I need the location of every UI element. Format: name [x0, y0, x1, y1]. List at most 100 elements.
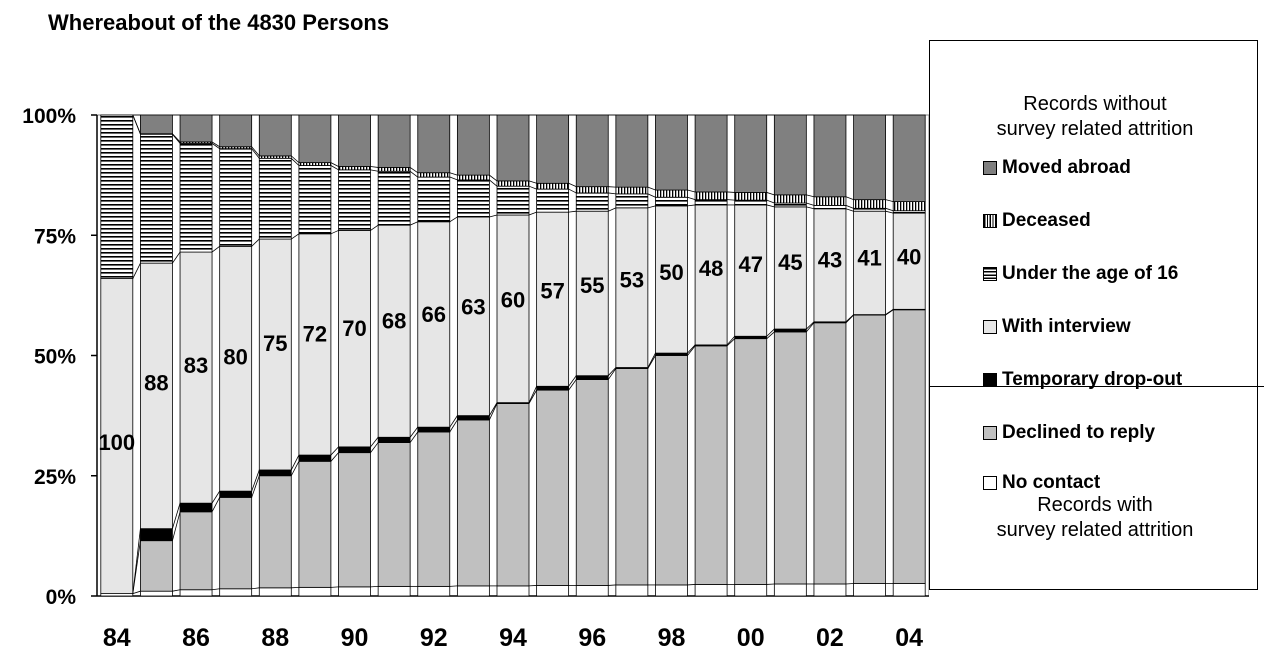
data-label: 41 — [857, 246, 881, 271]
bar-segment-deceased — [298, 162, 332, 166]
bar-segment-with-interview — [179, 251, 213, 504]
bar-segment-temporary-drop-out — [575, 375, 609, 380]
series-connector-line — [449, 172, 458, 176]
series-connector-line — [568, 379, 577, 391]
bar-segment-declined-to-reply — [219, 496, 253, 590]
series-connector-line — [766, 199, 775, 204]
legend-swatch — [983, 476, 997, 490]
data-label: 80 — [223, 344, 247, 369]
bar-segment-temporary-drop-out — [258, 469, 292, 477]
bar-segment-with-interview — [258, 238, 292, 471]
bar-segment-moved-abroad — [615, 114, 649, 188]
bar-segment-moved-abroad — [496, 114, 530, 182]
bar-segment-deceased — [496, 180, 530, 187]
series-connector-line — [885, 210, 894, 214]
bar-segment-with-interview — [298, 233, 332, 456]
bar-segment-temporary-drop-out — [140, 528, 173, 542]
bar-segment-temporary-drop-out — [219, 490, 253, 498]
series-connector-line — [330, 452, 339, 462]
bar-segment-with-interview — [615, 207, 649, 368]
y-tick-label: 25% — [34, 466, 76, 489]
series-connector-line — [528, 389, 537, 404]
series-connector-line — [687, 345, 696, 356]
legend-item-moved-abroad: Moved abroad — [983, 157, 1131, 179]
bar-segment-under-the-age-of-16 — [338, 169, 371, 231]
bar-segment-no-contact — [734, 584, 768, 597]
bar-segment-with-interview — [853, 210, 886, 316]
bar-segment-declined-to-reply — [377, 442, 411, 587]
series-connector-line — [806, 321, 815, 330]
legend-header-bottom: Records with survey related attrition — [934, 493, 1256, 543]
bar-segment-moved-abroad — [853, 114, 886, 201]
series-connector-line — [885, 199, 894, 202]
series-connector-line — [211, 490, 221, 504]
series-connector-line — [687, 196, 696, 201]
bar-segment-temporary-drop-out — [338, 446, 371, 454]
series-connector-line — [132, 262, 141, 279]
series-connector-line — [132, 114, 141, 134]
bar-segment-moved-abroad — [456, 114, 490, 176]
stacked-bar-chart: 0% 25% 50% 75% 100% 84 86 88 90 92 94 96 98 00 02 04 10… — [22, 105, 929, 652]
bar-segment-no-contact — [179, 589, 213, 597]
bar-segment-no-contact — [496, 585, 530, 597]
legend-item-with-interview: With interview — [983, 316, 1131, 338]
series-connector-line — [766, 331, 775, 339]
data-label: 88 — [144, 371, 168, 396]
series-connector-line — [172, 251, 181, 264]
bar-segment-deceased — [655, 189, 688, 198]
legend-header-top-line-1: Records without — [1023, 93, 1167, 115]
bar-segment-no-contact — [813, 583, 847, 597]
series-connector-line — [647, 193, 656, 198]
chart-title: Whereabout of the 4830 Persons — [48, 10, 390, 35]
bar-segment-deceased — [377, 167, 411, 172]
legend-label: Under the age of 16 — [1002, 263, 1179, 284]
bar-segment-under-the-age-of-16 — [694, 199, 728, 206]
bar-segment-with-interview — [417, 221, 451, 428]
data-label: 45 — [778, 250, 802, 275]
series-connector-line — [370, 437, 379, 448]
series-connector-line — [568, 188, 577, 194]
legend-header-bottom-line-2: survey related attrition — [996, 519, 1194, 541]
bar-segment-no-contact — [853, 583, 886, 597]
series-connector-line — [687, 344, 696, 354]
bar-segment-declined-to-reply — [338, 452, 371, 588]
bar-segment-temporary-drop-out — [179, 502, 213, 513]
bar-segment-deceased — [338, 166, 371, 171]
x-tick-label: 90 — [341, 624, 369, 652]
series-connector-line — [409, 426, 419, 438]
bar-segment-moved-abroad — [258, 114, 292, 157]
series-connector-line — [726, 335, 736, 346]
bar-segment-deceased — [813, 196, 847, 206]
bar-segment-deceased — [575, 186, 609, 194]
series-connector-line — [370, 442, 379, 453]
data-label: 60 — [501, 287, 525, 312]
legend-item-deceased: Deceased — [983, 210, 1091, 232]
series-connector-line — [291, 233, 300, 240]
bar-segment-under-the-age-of-16 — [734, 199, 768, 206]
bar-segment-no-contact — [615, 584, 649, 597]
y-tick-label: 75% — [34, 225, 76, 248]
series-connector-line — [528, 386, 537, 403]
bar-segment-no-contact — [377, 585, 411, 597]
bar-segment-no-contact — [219, 588, 253, 597]
series-connector-line — [647, 186, 656, 191]
series-connector-line — [608, 192, 616, 195]
series-connector-line — [409, 431, 419, 443]
y-tick-label: 100% — [22, 105, 76, 128]
legend-label: Deceased — [1002, 210, 1091, 231]
series-connector-line — [172, 589, 181, 592]
bar-segment-declined-to-reply — [417, 431, 451, 587]
bar-segment-no-contact — [338, 586, 371, 597]
bar-segment-declined-to-reply — [655, 355, 688, 586]
series-connector-line — [647, 205, 656, 209]
bar-segment-declined-to-reply — [140, 540, 173, 592]
bar-segment-moved-abroad — [219, 114, 253, 148]
bar-segment-under-the-age-of-16 — [655, 196, 688, 207]
series-connector-line — [211, 588, 220, 591]
data-label: 48 — [699, 256, 723, 281]
series-connector-line — [449, 216, 458, 223]
bar-segment-no-contact — [575, 585, 609, 597]
bar-segment-moved-abroad — [179, 114, 213, 143]
bar-segment-under-the-age-of-16 — [377, 170, 411, 226]
series-connector-line — [132, 528, 141, 594]
